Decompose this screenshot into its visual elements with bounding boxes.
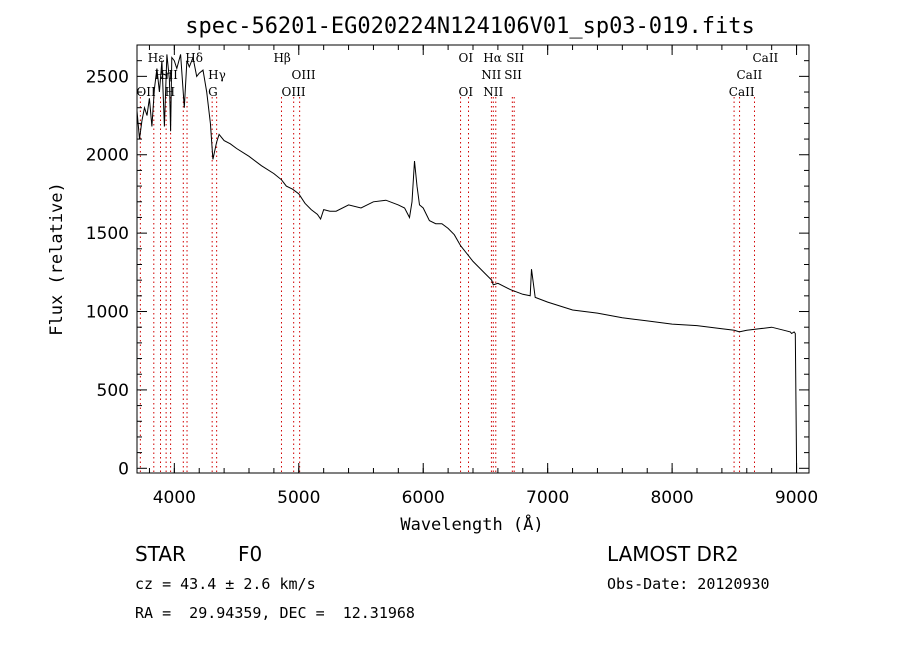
spectrum-series-line: [136, 54, 798, 469]
axis-ticks: 4000 5000 6000 7000 8000 9000 0 500 1000 1500 2000…: [86, 45, 818, 508]
line-label: CaII: [736, 68, 762, 82]
x-tick-label: 6000: [402, 488, 445, 508]
y-tick-label: 1500: [86, 224, 129, 244]
ra-dec-coordinates: RA = 29.94359, DEC = 12.31968: [135, 604, 415, 622]
line-label: SII: [160, 68, 178, 82]
y-tick-label: 500: [97, 381, 129, 401]
line-label: OII: [136, 85, 156, 99]
line-label: OIII: [292, 68, 316, 82]
line-label: Hγ: [208, 68, 226, 82]
y-axis-label: Flux (relative): [47, 182, 67, 336]
y-tick-label: 1000: [86, 303, 129, 323]
redshift-cz: cz = 43.4 ± 2.6 km/s: [135, 575, 316, 593]
line-label: OI: [459, 51, 474, 65]
x-tick-label: 9000: [775, 488, 818, 508]
line-label: SII: [504, 68, 522, 82]
object-subclass: F0: [238, 542, 263, 566]
x-axis-label: Wavelength (Å): [400, 513, 543, 535]
chart-title: spec-56201-EG020224N124106V01_sp03-019.f…: [185, 14, 755, 39]
x-tick-label: 4000: [153, 488, 196, 508]
line-label: Hη: [155, 68, 173, 82]
emission-lines: [139, 97, 755, 473]
line-label: Hδ: [185, 51, 203, 65]
line-label: Hβ: [273, 51, 290, 65]
line-label: Hα: [483, 51, 502, 65]
line-label: NII: [481, 68, 501, 82]
y-tick-label: 0: [118, 459, 129, 479]
y-tick-label: 2500: [86, 67, 129, 87]
x-tick-label: 8000: [650, 488, 693, 508]
y-tick-label: 2000: [86, 146, 129, 166]
line-label: SII: [506, 51, 524, 65]
survey-name: LAMOST DR2: [607, 542, 739, 566]
line-label: H: [165, 85, 175, 99]
object-class: STAR: [135, 542, 186, 566]
line-label: CaII: [729, 85, 755, 99]
observation-date: Obs-Date: 20120930: [607, 575, 770, 593]
line-label: Hε: [148, 51, 165, 65]
line-label: CaII: [752, 51, 778, 65]
plot-frame: [136, 44, 810, 474]
line-labels: OIIHεHηSIIHδHHγGHβOIIIOIIIOIOIHαNIINIISI…: [136, 51, 778, 99]
line-label: G: [208, 85, 218, 99]
line-label: OI: [459, 85, 474, 99]
line-label: OIII: [282, 85, 306, 99]
spectrum-chart: spec-56201-EG020224N124106V01_sp03-019.f…: [47, 14, 818, 535]
line-label: NII: [483, 85, 503, 99]
x-tick-label: 5000: [277, 488, 320, 508]
x-tick-label: 7000: [526, 488, 569, 508]
